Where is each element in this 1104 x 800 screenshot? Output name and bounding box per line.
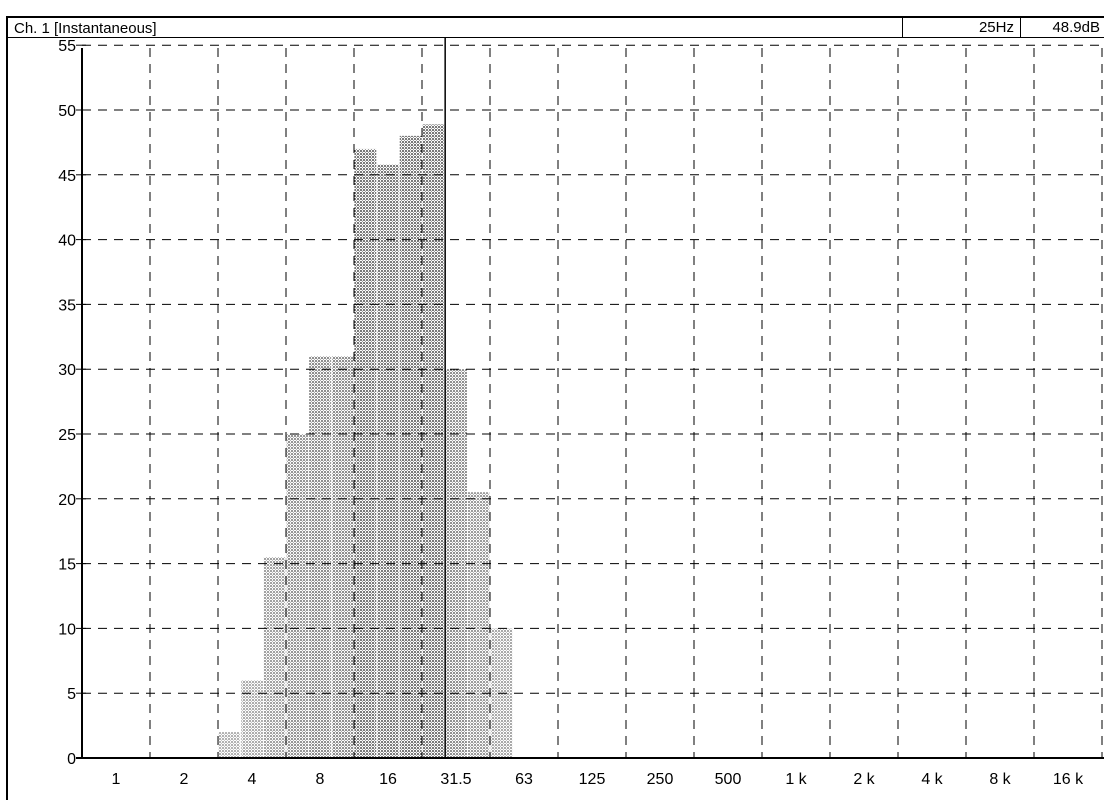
x-tick-label-1: 1	[112, 771, 121, 788]
y-tick-label-45: 45	[58, 168, 76, 185]
frequency-readout-value: 25Hz	[978, 19, 1014, 36]
y-tick-label-0: 0	[67, 751, 76, 768]
y-tick-label-40: 40	[58, 233, 76, 250]
x-tick-label-8: 8	[316, 771, 325, 788]
y-tick-label-30: 30	[58, 362, 76, 379]
y-tick-label-5: 5	[67, 686, 76, 703]
y-tick-label-55: 55	[58, 38, 76, 55]
bar-20hz	[399, 135, 422, 758]
bar-12.5hz	[354, 148, 377, 758]
bar-25hz	[422, 124, 445, 759]
x-tick-label-125: 125	[579, 771, 606, 788]
bar-3.15hz	[218, 732, 241, 758]
channel-title-bar: Ch. 1 [Instantaneous] 25Hz 48.9dB	[6, 16, 1104, 38]
level-readout: 48.9dB	[1020, 18, 1104, 38]
x-tick-label-63: 63	[515, 771, 533, 788]
x-tick-label-4: 4	[248, 771, 257, 788]
x-tick-label-2: 2	[180, 771, 189, 788]
bar-4hz	[241, 680, 263, 758]
bar-16hz	[377, 164, 399, 758]
x-tick-label-2k: 2 k	[853, 771, 875, 788]
plot-background	[6, 38, 1104, 758]
x-tick-label-1k: 1 k	[785, 771, 807, 788]
bar-8hz	[309, 356, 331, 758]
spectrum-chart: 0 5 10 15 20 25 30 35 40 45 50 55 1 2 4 8 16 31.5 63 125 25…	[6, 38, 1104, 800]
grid-group	[82, 44, 1104, 758]
x-tick-label-250: 250	[647, 771, 674, 788]
bar-10hz	[331, 356, 354, 758]
x-tick-label-500: 500	[715, 771, 742, 788]
y-tick-label-20: 20	[58, 492, 76, 509]
y-tick-label-15: 15	[58, 557, 76, 574]
bar-6.3hz	[286, 434, 309, 758]
y-tick-label-50: 50	[58, 103, 76, 120]
level-readout-value: 48.9dB	[1052, 19, 1100, 36]
x-tick-label-16k: 16 k	[1053, 771, 1084, 788]
y-tick-label-35: 35	[58, 297, 76, 314]
channel-title: Ch. 1 [Instantaneous]	[14, 20, 157, 37]
y-tick-labels: 0 5 10 15 20 25 30 35 40 45 50 55	[58, 38, 76, 768]
bars-group	[218, 124, 513, 759]
axes-group	[6, 38, 1104, 800]
frequency-readout: 25Hz	[902, 18, 1020, 38]
x-tick-label-8k: 8 k	[989, 771, 1011, 788]
bar-40hz	[467, 492, 490, 758]
x-tick-label-31.5: 31.5	[440, 771, 471, 788]
bar-5hz	[263, 557, 286, 758]
x-tick-label-16: 16	[379, 771, 397, 788]
y-tick-label-10: 10	[58, 621, 76, 638]
x-tick-labels: 1 2 4 8 16 31.5 63 125 250 500 1 k 2 k 4 k 8 k 16 k	[112, 771, 1085, 788]
y-tick-label-25: 25	[58, 427, 76, 444]
x-tick-label-4k: 4 k	[921, 771, 943, 788]
